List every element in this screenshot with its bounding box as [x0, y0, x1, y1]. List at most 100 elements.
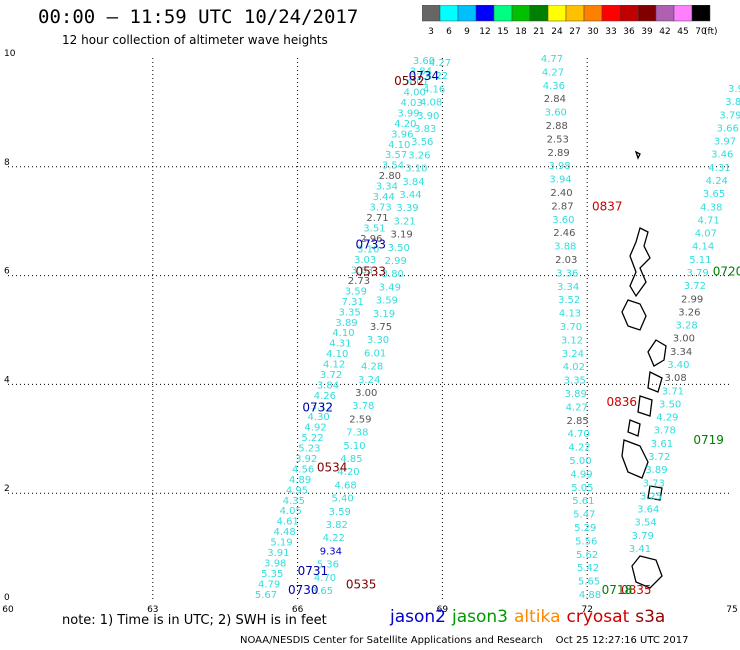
wave-height-value: 3.83: [414, 124, 436, 135]
wave-height-value: 3.90: [417, 111, 439, 122]
wave-height-value: 3.60: [552, 215, 574, 226]
wave-height-value: 3.34: [376, 182, 398, 193]
x-tick-label: 66: [292, 605, 304, 615]
wave-height-value: 5.00: [569, 456, 591, 467]
wave-height-value: 3.89: [335, 318, 357, 329]
wave-height-value: 6.01: [364, 348, 386, 359]
island-outline: [629, 227, 651, 298]
wave-height-value: 5.29: [574, 523, 596, 534]
wave-height-value: 3.89: [645, 465, 667, 476]
wave-height-value: 5.22: [301, 433, 323, 444]
wave-height-value: 3.10: [357, 244, 379, 255]
wave-height-value: 3.96: [391, 129, 413, 140]
wave-height-value: 3.79: [719, 110, 740, 121]
wave-height-value: 3.79: [686, 268, 708, 279]
y-tick-label: 4: [4, 375, 10, 385]
wave-height-value: 4.27: [429, 58, 451, 69]
wave-height-value: 3.72: [320, 370, 342, 381]
wave-height-value: 5.42: [577, 563, 599, 574]
wave-height-value: 3.9: [728, 84, 740, 95]
wave-height-value: 2.84: [544, 94, 566, 105]
x-tick-label: 72: [581, 605, 592, 615]
pass-time-label: 0732: [302, 401, 333, 415]
wave-height-value: 4.99: [570, 469, 592, 480]
pass-time-label: 0734: [409, 69, 440, 83]
wave-height-value: 4.20: [337, 467, 359, 478]
wave-height-value: 4.27: [542, 67, 564, 78]
wave-height-value: 4.01: [407, 77, 429, 88]
wave-height-value: 4.71: [697, 215, 719, 226]
wave-height-value: 5.23: [298, 443, 320, 454]
wave-height-value: 5.56: [575, 536, 597, 547]
colorbar-label: 45: [677, 27, 688, 37]
wave-height-value: 3.66: [717, 123, 739, 134]
wave-height-value: 3.84: [402, 177, 424, 188]
wave-height-value: 7.38: [346, 428, 368, 439]
wave-height-value: 3.12: [561, 335, 583, 346]
wave-height-value: 3.80: [382, 269, 404, 280]
wave-height-value: 4.61: [277, 517, 299, 528]
wave-height-value: 2.03: [555, 255, 577, 266]
wave-height-value: 3.24: [358, 375, 380, 386]
pass-time-label: 0720: [713, 265, 740, 279]
wave-height-value: 2.87: [551, 201, 573, 212]
wave-height-value: 4.29: [656, 413, 678, 424]
wave-height-value: 3.03: [354, 255, 376, 266]
wave-height-value: 4.92: [304, 422, 326, 433]
pass-time-label: 0836: [607, 395, 638, 409]
legend-entry-jason3: jason3: [452, 607, 508, 627]
island-outline: [634, 150, 641, 160]
pass-time-label: 0730: [288, 583, 319, 597]
wave-height-value: 2.99: [385, 256, 407, 267]
colorbar-label: 27: [569, 27, 580, 37]
wave-height-value: 3.8: [725, 97, 740, 108]
wave-height-value: 2.85: [567, 416, 589, 427]
legend-entry-s3a: s3a: [635, 607, 666, 627]
y-tick-label: 8: [4, 158, 10, 168]
wave-height-value: 3.73: [369, 203, 391, 214]
wave-height-value: 4.95: [286, 485, 308, 496]
wave-height-value: 3.39: [396, 203, 418, 214]
wave-height-value: 2.46: [553, 228, 575, 239]
island-outline: [631, 555, 663, 589]
wave-height-value: 4.03: [400, 98, 422, 109]
wave-height-value: 5.40: [332, 494, 354, 505]
wave-height-value: 4.30: [308, 412, 330, 423]
wave-height-value: 3.00: [673, 334, 695, 345]
wave-height-value: 3.44: [373, 192, 395, 203]
footer-credit: NOAA/NESDIS Center for Satellite Applica…: [240, 635, 689, 646]
y-tick-label: 2: [4, 484, 10, 494]
wave-height-value: 3.51: [363, 224, 385, 235]
wave-height-value: 3.44: [399, 190, 421, 201]
wave-height-value: 3.78: [654, 426, 676, 437]
wave-height-value: 2.99: [681, 294, 703, 305]
wave-height-value: 4.70: [567, 429, 589, 440]
colorbar-label: 24: [551, 27, 563, 37]
wave-height-value: 3.28: [675, 321, 697, 332]
x-tick-label: 75: [726, 605, 737, 615]
wave-height-value: 3.65: [703, 189, 725, 200]
wave-height-value: 4.89: [289, 475, 311, 486]
wave-height-value: 4.14: [692, 242, 714, 253]
wave-height-value: 4.48: [273, 527, 295, 538]
wave-height-value: 3.49: [379, 282, 401, 293]
x-tick-label: 69: [437, 605, 449, 615]
colorbar-unit: (ft): [704, 27, 718, 37]
island-outline: [647, 371, 663, 393]
colorbar-label: 39: [641, 27, 653, 37]
wave-height-value: 3.34: [670, 347, 692, 358]
wave-height-value: 4.31: [708, 163, 730, 174]
grid-lines: [8, 58, 732, 602]
wave-height-value: 5.62: [576, 550, 598, 561]
wave-height-value: 3.91: [267, 548, 289, 559]
wave-height-value: 3.78: [352, 401, 374, 412]
colorbar-label: 9: [464, 27, 470, 37]
wave-height-value: 3.63: [351, 265, 373, 276]
wave-height-value: 4.20: [394, 119, 416, 130]
island-outline: [627, 419, 641, 437]
colorbar-label: 36: [623, 27, 635, 37]
wave-height-value: 4.68: [334, 480, 356, 491]
wave-height-value: 3.97: [714, 137, 736, 148]
wave-height-value: 4.08: [420, 98, 442, 109]
